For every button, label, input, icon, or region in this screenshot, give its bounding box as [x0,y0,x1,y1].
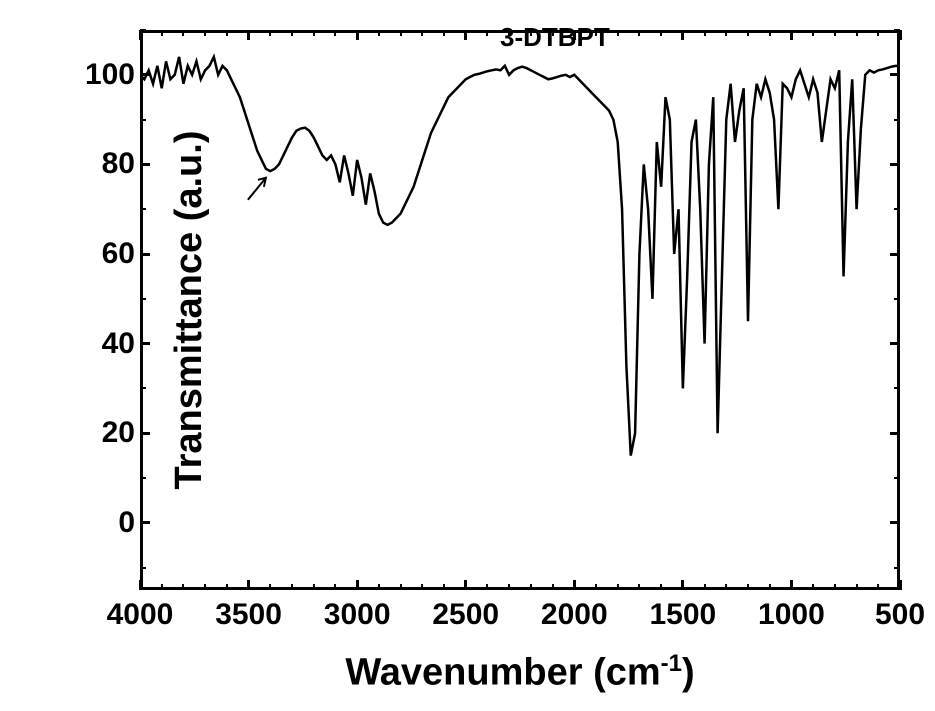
chart-container: Transmittance (a.u.) Wavenumber (cm-1) 3… [0,0,935,711]
y-axis-label: Transmittance (a.u.) [168,131,211,490]
ir-spectrum-line [140,30,900,590]
x-axis-label: Wavenumber (cm-1) [345,650,694,695]
sample-annotation: 3-DTBPT [500,22,610,53]
x-axis-label-super: -1 [661,650,682,677]
x-axis-label-suffix: ) [682,652,695,694]
x-axis-label-prefix: Wavenumber (cm [345,652,660,694]
